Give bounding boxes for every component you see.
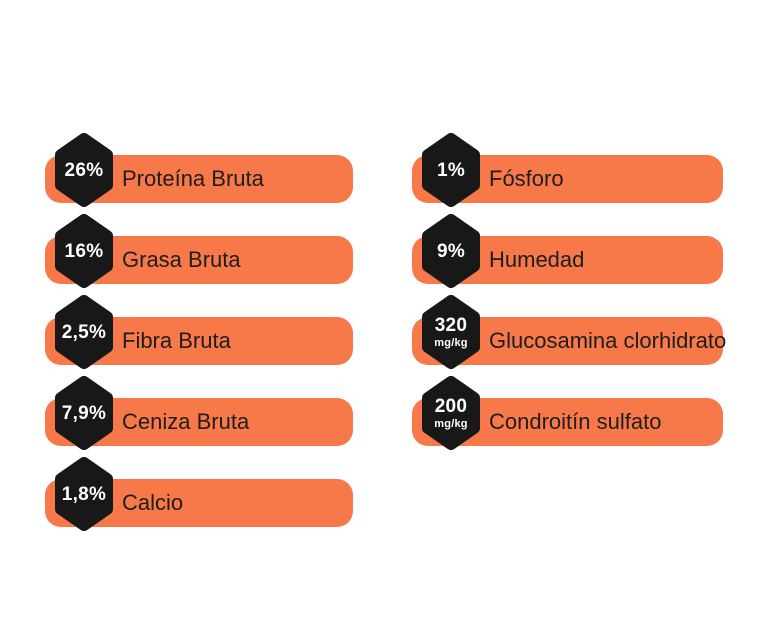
- hexagon-icon: [422, 214, 480, 288]
- badge-text: 1%: [422, 133, 480, 207]
- hexagon-badge: 1%: [422, 133, 480, 207]
- hexagon-badge: 320 mg/kg: [422, 295, 480, 369]
- badge-value: 26%: [64, 159, 104, 181]
- badge-text: 26%: [55, 133, 113, 207]
- hexagon-badge: 7,9%: [55, 376, 113, 450]
- hexagon-icon: [55, 133, 113, 207]
- nutrient-label: Ceniza Bruta: [122, 409, 250, 434]
- badge-text: 320 mg/kg: [422, 295, 480, 369]
- nutrient-row: 2,5% Fibra Bruta: [45, 295, 353, 369]
- hexagon-icon: [55, 376, 113, 450]
- nutrient-label: Fibra Bruta: [122, 328, 231, 353]
- nutrient-label: Proteína Bruta: [122, 166, 264, 191]
- nutrient-row: 26% Proteína Bruta: [45, 133, 353, 207]
- badge-value: 9%: [436, 240, 466, 262]
- nutrient-row: 16% Grasa Bruta: [45, 214, 353, 288]
- badge-text: 1,8%: [55, 457, 113, 531]
- hexagon-icon: [55, 295, 113, 369]
- badge-text: 7,9%: [55, 376, 113, 450]
- badge-unit: mg/kg: [434, 336, 468, 349]
- hexagon-icon: [422, 295, 480, 369]
- left-column: 26% Proteína Bruta 16% Grasa Bruta 2,5% Fibra…: [45, 133, 353, 538]
- hexagon-icon: [422, 133, 480, 207]
- nutrient-label: Condroitín sulfato: [489, 409, 662, 434]
- badge-text: 2,5%: [55, 295, 113, 369]
- nutrient-row: 1,8% Calcio: [45, 457, 353, 531]
- badge-value: 16%: [64, 240, 104, 262]
- nutrient-label: Glucosamina clorhidrato: [489, 328, 727, 353]
- badge-text: 16%: [55, 214, 113, 288]
- hexagon-icon: [55, 457, 113, 531]
- badge-value: 7,9%: [61, 402, 107, 424]
- badge-value: 320: [434, 314, 468, 336]
- hexagon-badge: 1,8%: [55, 457, 113, 531]
- badge-unit: mg/kg: [434, 417, 468, 430]
- hexagon-badge: 200 mg/kg: [422, 376, 480, 450]
- nutrient-row: 9% Humedad: [412, 214, 723, 288]
- nutrient-label: Fósforo: [489, 166, 564, 191]
- hexagon-badge: 26%: [55, 133, 113, 207]
- nutrient-row: 200 mg/kg Condroitín sulfato: [412, 376, 723, 450]
- nutrient-label: Grasa Bruta: [122, 247, 241, 272]
- nutrient-row: 320 mg/kg Glucosamina clorhidrato: [412, 295, 727, 369]
- nutrient-label: Humedad: [489, 247, 585, 272]
- badge-value: 1,8%: [61, 483, 107, 505]
- nutrient-row: 7,9% Ceniza Bruta: [45, 376, 353, 450]
- badge-value: 200: [434, 395, 468, 417]
- hexagon-badge: 16%: [55, 214, 113, 288]
- hexagon-icon: [55, 214, 113, 288]
- badge-value: 1%: [436, 159, 466, 181]
- badge-text: 9%: [422, 214, 480, 288]
- hexagon-icon: [422, 376, 480, 450]
- badge-text: 200 mg/kg: [422, 376, 480, 450]
- right-column: 1% Fósforo 9% Humedad 320 mg/kg Glucosamina cl…: [412, 133, 727, 457]
- nutrient-label: Calcio: [122, 490, 184, 515]
- badge-value: 2,5%: [61, 321, 107, 343]
- nutrient-row: 1% Fósforo: [412, 133, 723, 207]
- hexagon-badge: 9%: [422, 214, 480, 288]
- hexagon-badge: 2,5%: [55, 295, 113, 369]
